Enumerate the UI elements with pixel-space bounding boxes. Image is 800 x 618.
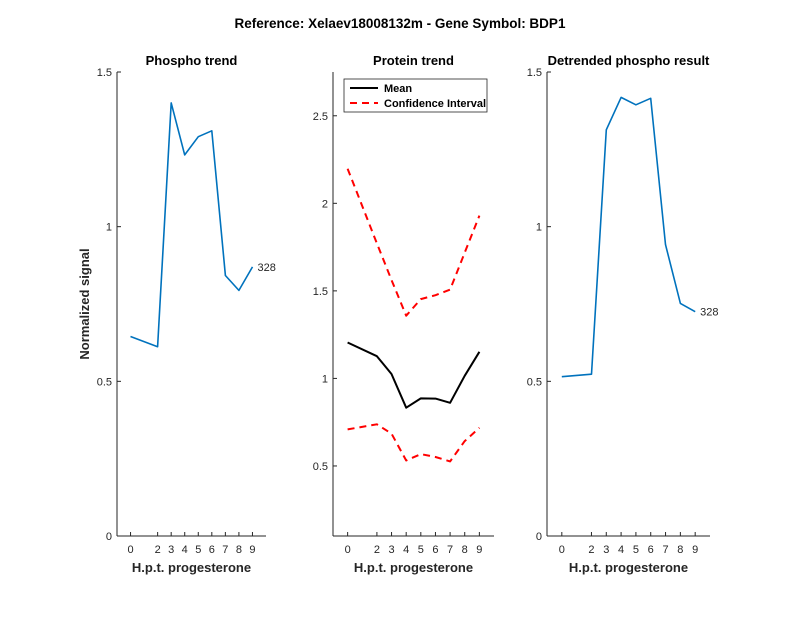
x-tick-label: 7 xyxy=(662,544,668,556)
legend-mean-label: Mean xyxy=(384,83,412,95)
y-tick-label: 0 xyxy=(536,531,542,543)
x-tick-label: 5 xyxy=(633,544,639,556)
series-end-label: 328 xyxy=(700,307,718,319)
y-tick-label: 2.5 xyxy=(313,111,328,123)
mean-series-line xyxy=(347,341,481,409)
panel-title: Detrended phospho result xyxy=(548,53,710,68)
y-tick-label: 1.5 xyxy=(97,67,112,79)
x-tick-label: 9 xyxy=(476,544,482,556)
y-tick-label: 1.5 xyxy=(527,67,542,79)
x-tick-label: 0 xyxy=(127,544,133,556)
x-tick-label: 9 xyxy=(249,544,255,556)
x-tick-label: 6 xyxy=(648,544,654,556)
x-tick-label: 0 xyxy=(345,544,351,556)
x-tick-label: 8 xyxy=(236,544,242,556)
phospho-series-line xyxy=(130,102,254,348)
detrended-series-line xyxy=(561,96,696,378)
x-tick-label: 4 xyxy=(182,544,188,556)
x-tick-label: 0 xyxy=(559,544,565,556)
chart-phospho-trend: 0 0.5 1 1.5 0 2 3 4 5 6 7 8 9 Phospho trend H.p.t. pro… xyxy=(77,53,276,575)
ci-lower-series-line xyxy=(347,423,481,463)
y-tick-label: 0.5 xyxy=(97,376,112,388)
x-tick-label: 3 xyxy=(168,544,174,556)
x-tick-label: 2 xyxy=(374,544,380,556)
x-tick-label: 3 xyxy=(603,544,609,556)
x-tick-label: 4 xyxy=(618,544,624,556)
x-axis-label: H.p.t. progesterone xyxy=(132,560,251,575)
y-tick-label: 0.5 xyxy=(313,461,328,473)
panel-title: Phospho trend xyxy=(146,53,238,68)
legend-box xyxy=(343,78,488,113)
x-tick-label: 4 xyxy=(403,544,409,556)
chart-detrended-phospho: 0 0.5 1 1.5 0 2 3 4 5 6 7 8 9 Detrended phospho resul… xyxy=(527,53,719,575)
panel-title: Protein trend xyxy=(373,53,454,68)
x-tick-label: 2 xyxy=(588,544,594,556)
y-tick-label: 1 xyxy=(106,222,112,234)
y-tick-label: 1.5 xyxy=(313,286,328,298)
y-axis-label: Normalized signal xyxy=(77,248,92,359)
y-tick-label: 2 xyxy=(322,198,328,210)
y-tick-label: 0.5 xyxy=(527,376,542,388)
y-tick-label: 1 xyxy=(322,373,328,385)
x-tick-label: 6 xyxy=(432,544,438,556)
x-axis-label: H.p.t. progesterone xyxy=(354,560,473,575)
x-tick-label: 2 xyxy=(155,544,161,556)
figure-title: Reference: Xelaev18008132m - Gene Symbol… xyxy=(235,16,566,31)
legend-ci-label: Confidence Interval xyxy=(384,98,486,110)
x-tick-label: 7 xyxy=(447,544,453,556)
series-end-label: 328 xyxy=(257,262,275,274)
y-tick-label: 1 xyxy=(536,222,542,234)
x-tick-label: 9 xyxy=(692,544,698,556)
x-tick-label: 3 xyxy=(388,544,394,556)
x-tick-label: 8 xyxy=(462,544,468,556)
x-tick-label: 8 xyxy=(677,544,683,556)
x-tick-label: 7 xyxy=(222,544,228,556)
x-tick-label: 5 xyxy=(418,544,424,556)
x-tick-label: 6 xyxy=(209,544,215,556)
y-tick-label: 0 xyxy=(106,531,112,543)
ci-upper-series-line xyxy=(346,168,481,317)
x-axis-label: H.p.t. progesterone xyxy=(569,560,688,575)
x-tick-label: 5 xyxy=(195,544,201,556)
